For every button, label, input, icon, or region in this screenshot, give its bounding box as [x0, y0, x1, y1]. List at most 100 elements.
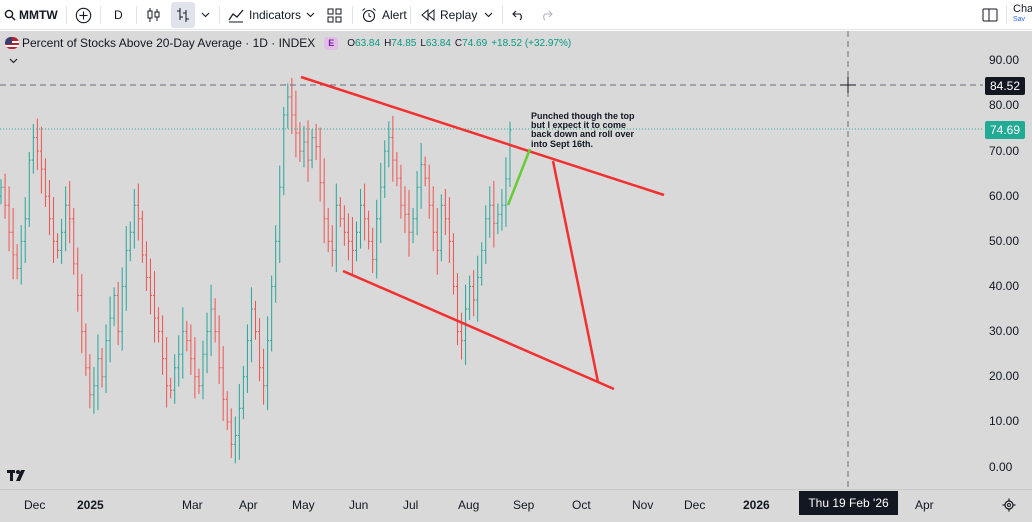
replay-dropdown[interactable]: [484, 0, 493, 30]
plus-circle-icon: [75, 7, 92, 23]
change-value: +18.52 (+32.97%): [491, 37, 572, 49]
ohlc-bar: [371, 227, 375, 273]
ohlc-bar: [47, 179, 51, 236]
interval-label: D: [114, 8, 123, 22]
legend-collapse-chevron-icon[interactable]: [9, 56, 18, 66]
alert-button[interactable]: Alert: [361, 0, 407, 30]
indicators-button[interactable]: Indicators: [228, 0, 301, 30]
open-label: O: [347, 37, 356, 49]
ohlc-bar: [225, 391, 229, 430]
price-tick: 20.00: [989, 369, 1020, 383]
ohlc-bar: [237, 383, 241, 460]
replay-button[interactable]: Replay: [421, 0, 477, 30]
ohlc-bar: [108, 296, 112, 363]
ohlc-bar: [460, 312, 464, 360]
ohlc-bar: [80, 273, 84, 354]
price-tick: 0.00: [989, 460, 1013, 474]
chevron-down-icon: [306, 12, 315, 18]
ohlc-bar: [72, 207, 76, 275]
ohlc-bar: [221, 346, 225, 421]
trendline-lower-channel[interactable]: [342, 269, 615, 391]
price-tick: 60.00: [989, 189, 1020, 203]
indicators-dropdown[interactable]: [306, 0, 315, 30]
ohlc-bar: [120, 267, 124, 351]
ohlc-bar: [286, 83, 290, 129]
compare-add-button[interactable]: [75, 0, 92, 30]
ohlc-bar: [302, 125, 306, 168]
projection-line-down[interactable]: [551, 160, 600, 383]
ohlc-bar: [480, 242, 484, 286]
chart-legend: Percent of Stocks Above 20-Day Average ·…: [5, 35, 575, 51]
low-label: L: [420, 37, 426, 49]
projection-line-up[interactable]: [506, 148, 532, 206]
interval-button[interactable]: D: [114, 0, 123, 30]
toolbar-divider: [219, 6, 220, 24]
ohlc-values: O63.84 H74.85 L63.84 C74.69 +18.52 (+32.97%): [347, 38, 575, 49]
toolbar-divider: [1006, 6, 1007, 24]
bars-chart-type-button[interactable]: [171, 2, 195, 28]
ohlc-bar: [367, 210, 371, 250]
ohlc-bar: [314, 124, 318, 161]
ohlc-bar: [177, 335, 181, 387]
ohlc-bar: [132, 188, 136, 249]
save-chart-label: Cha: [1013, 3, 1032, 15]
price-tick: 50.00: [989, 234, 1020, 248]
candles-icon: [147, 8, 160, 22]
ohlc-bar: [387, 121, 391, 168]
ohlc-bar: [407, 189, 411, 257]
ohlc-bar: [439, 194, 443, 262]
price-tick: 80.00: [989, 98, 1020, 112]
symbol-name: MMTW: [19, 8, 58, 22]
ohlc-bar: [375, 199, 379, 279]
ohlc-bar: [84, 323, 88, 376]
ohlc-bar: [395, 151, 399, 187]
price-scale[interactable]: [983, 31, 1032, 489]
bars-icon: [177, 8, 189, 22]
legend-title[interactable]: Percent of Stocks Above 20-Day Average ·…: [22, 36, 316, 50]
ohlc-bar: [3, 173, 7, 219]
save-chart-button[interactable]: Cha Sav: [1013, 3, 1032, 25]
ohlc-bar: [282, 106, 286, 196]
ohlc-bar: [39, 126, 43, 194]
ohlc-bar: [278, 165, 282, 264]
earnings-badge[interactable]: E: [324, 36, 339, 50]
time-label: Aug: [458, 498, 480, 512]
ohlc-bar: [169, 377, 173, 399]
ohlc-bar: [455, 272, 459, 346]
tradingview-logo[interactable]: [7, 469, 31, 485]
ohlc-bar: [504, 157, 508, 227]
ohlc-bar: [326, 207, 330, 253]
toolbar-divider: [410, 6, 411, 24]
ohlc-bar: [318, 127, 322, 202]
time-label: Jun: [349, 498, 369, 512]
chart-canvas[interactable]: [0, 31, 1032, 489]
ohlc-bar: [15, 244, 19, 280]
ohlc-bar: [249, 287, 253, 363]
ohlc-bar: [403, 186, 407, 234]
ohlc-bar: [391, 115, 395, 182]
layout-toggle-button[interactable]: [982, 0, 998, 30]
undo-button[interactable]: [512, 0, 525, 30]
high-label: H: [384, 37, 392, 49]
ohlc-bar: [496, 203, 500, 235]
time-scale-settings-icon[interactable]: [1002, 498, 1016, 512]
ohlc-bar: [104, 324, 108, 393]
alarm-clock-icon: [362, 8, 376, 23]
chart-pane[interactable]: [0, 31, 983, 489]
trendline-upper-channel[interactable]: [300, 75, 665, 197]
redo-button[interactable]: [540, 0, 553, 30]
chart-annotation-note[interactable]: Punched though the top but I expect it t…: [531, 111, 635, 149]
ohlc-bar: [181, 307, 185, 379]
replay-label: Replay: [440, 8, 478, 22]
alert-label: Alert: [382, 8, 407, 22]
crosshair-cursor-icon: [840, 77, 856, 93]
symbol-search[interactable]: MMTW: [4, 0, 58, 30]
ohlc-bar: [427, 164, 431, 219]
candles-chart-type-button[interactable]: [146, 0, 162, 30]
templates-button[interactable]: [327, 0, 342, 30]
ohlc-bar: [52, 197, 56, 264]
redo-icon: [543, 10, 553, 21]
ohlc-bar: [197, 368, 201, 394]
ohlc-bar: [185, 320, 189, 352]
chart-type-dropdown[interactable]: [201, 0, 210, 30]
